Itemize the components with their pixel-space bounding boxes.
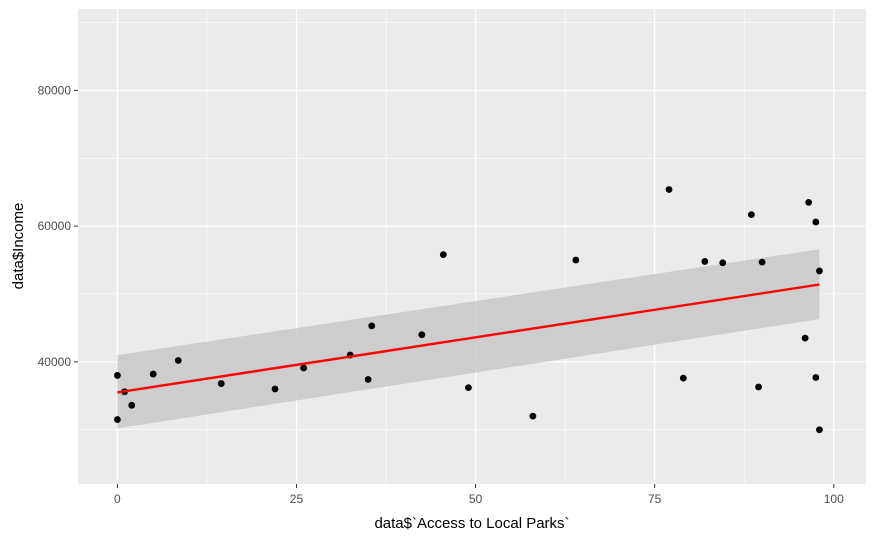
data-point (149, 370, 157, 378)
data-point (758, 258, 766, 266)
x-axis-title: data$`Access to Local Parks` (374, 515, 569, 532)
x-tick-label: 100 (824, 492, 844, 506)
x-tick-label: 50 (469, 492, 483, 506)
data-point (719, 259, 727, 267)
data-point (665, 186, 673, 193)
data-point (529, 412, 537, 420)
y-tick-label: 60000 (38, 219, 72, 233)
data-point (755, 383, 762, 391)
data-point (439, 251, 447, 259)
data-point (217, 380, 225, 387)
trend-line (117, 283, 820, 394)
y-axis-title: data$Income (10, 203, 27, 290)
y-tick-label: 80000 (38, 83, 72, 97)
data-point (418, 331, 426, 339)
data-point (572, 256, 580, 264)
x-tick-label: 75 (648, 492, 662, 506)
data-point (114, 416, 121, 423)
data-point (747, 211, 755, 219)
data-point (801, 334, 809, 342)
x-axis-ticks: 0 25 50 75 100 (114, 484, 844, 506)
data-point (271, 385, 279, 393)
data-point (364, 376, 372, 383)
data-point (368, 322, 376, 330)
data-point (805, 198, 813, 206)
data-point (300, 364, 308, 372)
data-point (701, 258, 709, 265)
data-point (679, 374, 687, 382)
data-point (128, 401, 136, 409)
data-points (114, 186, 823, 434)
data-point (465, 384, 472, 392)
x-tick-label: 0 (114, 492, 121, 506)
data-point (174, 357, 182, 364)
x-tick-label: 25 (290, 492, 304, 506)
data-point (812, 374, 820, 381)
data-point (114, 372, 121, 379)
y-tick-label: 40000 (38, 355, 72, 369)
minor-gridlines (78, 9, 866, 484)
data-point (816, 426, 823, 434)
data-point (816, 267, 823, 275)
y-axis-ticks: 40000 60000 80000 (38, 83, 78, 369)
data-point (812, 218, 820, 226)
